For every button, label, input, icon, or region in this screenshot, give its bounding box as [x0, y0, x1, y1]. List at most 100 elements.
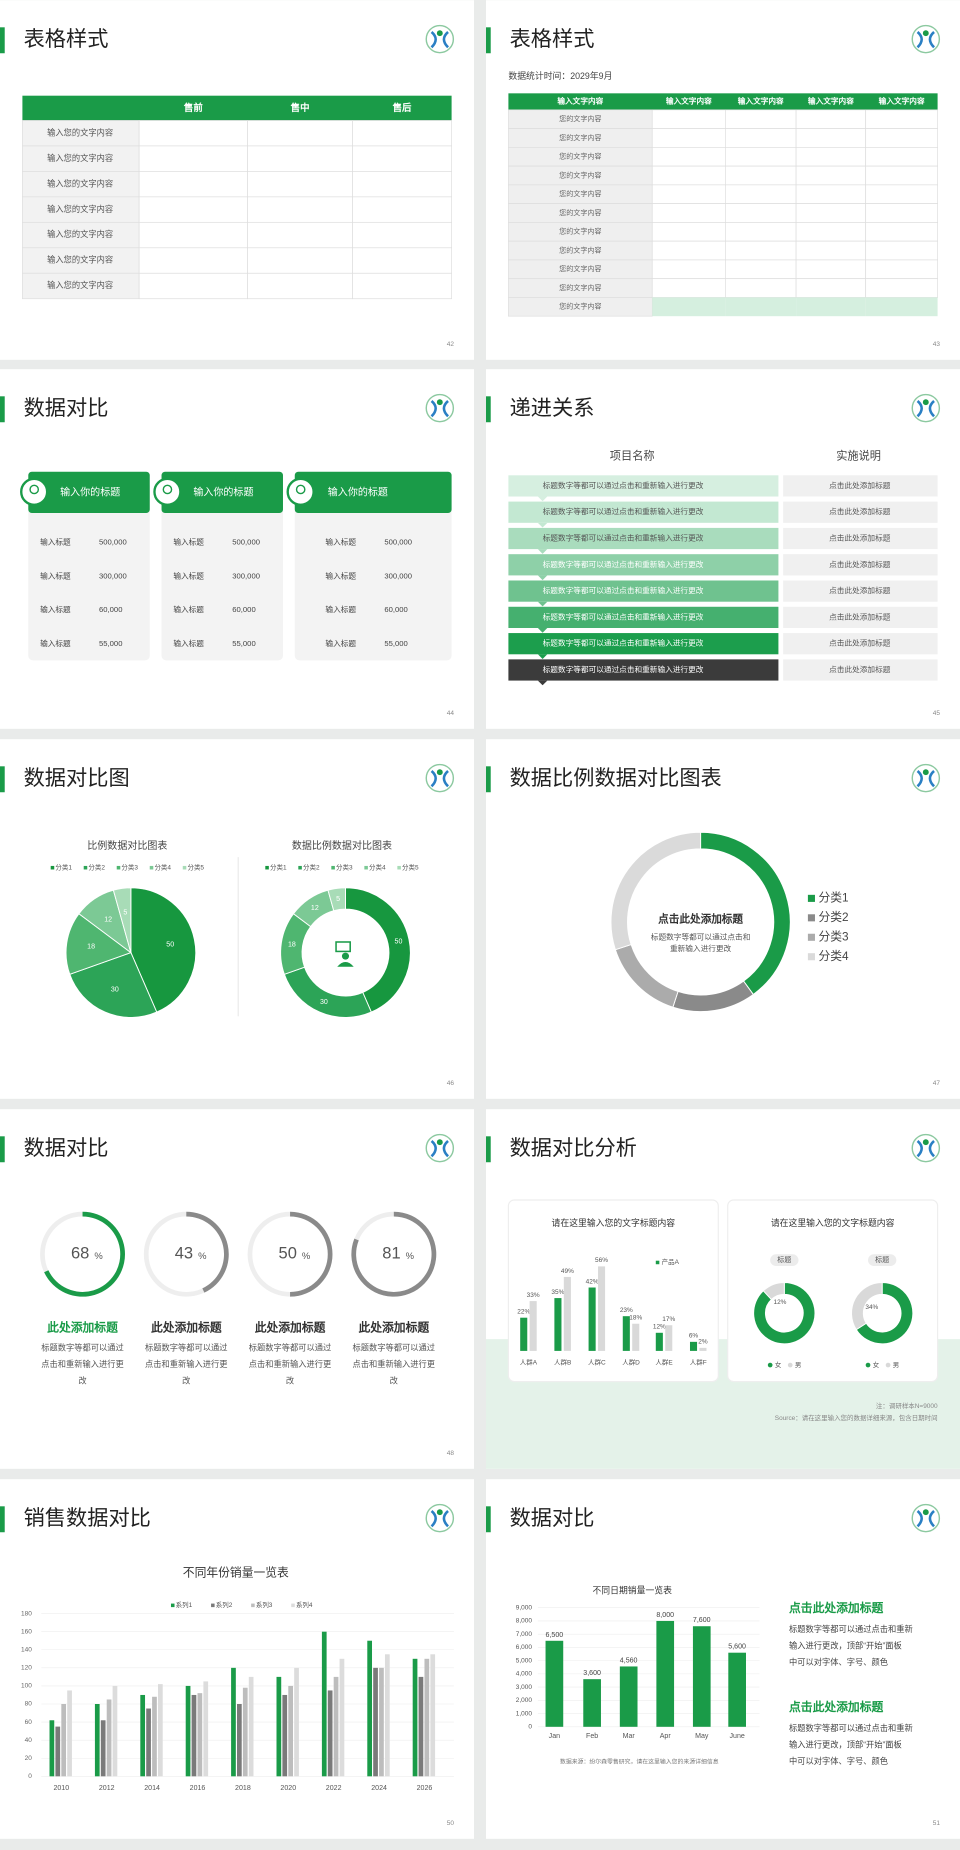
- logo-dot: [436, 1139, 443, 1146]
- column-header: 售中: [290, 102, 310, 113]
- page-number: 42: [447, 341, 455, 348]
- table-cell: [795, 222, 867, 242]
- bar: [728, 1652, 746, 1727]
- logo-dot: [922, 1509, 929, 1516]
- bar: [185, 1685, 191, 1777]
- row-label: 输入标题: [40, 570, 71, 580]
- slice-label: 30: [111, 986, 119, 993]
- logo: [425, 1133, 455, 1163]
- page-number: 48: [447, 1450, 455, 1457]
- title-accent: [0, 1506, 5, 1533]
- logo: [911, 1133, 941, 1163]
- source: 数据来源：纷尔森零售研究，请在这里输入您的来源详细信息: [560, 1758, 719, 1766]
- card-header: [28, 471, 150, 514]
- row-value: 60,000: [384, 605, 407, 614]
- gauge-unit: %: [302, 1250, 311, 1261]
- bar: [632, 1323, 640, 1351]
- table-cell: [652, 297, 726, 317]
- row-value: 500,000: [232, 538, 260, 547]
- note: 注：调研样本N=9000: [876, 1401, 938, 1410]
- slice-label: 50: [395, 938, 403, 945]
- slide-title: 数据对比: [24, 1136, 109, 1160]
- table-cell: [651, 240, 726, 261]
- step-bar: [508, 659, 779, 681]
- title-accent: [486, 27, 491, 54]
- legend-swatch: [807, 914, 815, 922]
- table-cell: [651, 109, 726, 129]
- column-header: 售后: [392, 102, 412, 113]
- value-label: 18%: [629, 1315, 642, 1322]
- row-label: 您的文字内容: [559, 189, 601, 198]
- chart-title: 请在这里输入您的文字标题内容: [552, 1217, 676, 1228]
- x-tick-label: 2016: [190, 1785, 206, 1792]
- value-label: 8,000: [656, 1612, 674, 1619]
- step-text: 标题数字等都可以通过点击和重新输入进行更改: [543, 559, 704, 569]
- gauge-heading: 此处添加标题: [47, 1321, 118, 1335]
- legend-label: 分类2: [819, 910, 849, 924]
- bar: [140, 1694, 146, 1777]
- pie-slice: [610, 831, 702, 951]
- bar: [655, 1332, 663, 1351]
- y-tick-label: 3,000: [516, 1684, 533, 1691]
- table-cell: [22, 171, 140, 198]
- bar: [248, 1676, 254, 1777]
- slide-title: 递进关系: [510, 396, 595, 420]
- table-cell: [865, 259, 938, 280]
- row-label: 您的文字内容: [559, 264, 601, 273]
- table-cell: [865, 184, 938, 204]
- bar: [554, 1298, 562, 1351]
- x-tick-label: Feb: [586, 1733, 598, 1740]
- value-label: 17%: [662, 1316, 675, 1323]
- row-label: 输入标题: [173, 638, 204, 648]
- bar: [384, 1654, 390, 1777]
- row-label: 输入标题: [40, 638, 71, 648]
- card-icon: [286, 477, 315, 506]
- step-notch: [537, 601, 548, 607]
- y-tick-label: 5,000: [516, 1657, 533, 1664]
- step-bar: [508, 475, 779, 497]
- legend-label: 系列3: [256, 1600, 273, 1609]
- step-bar: [508, 554, 779, 576]
- title-accent: [486, 1506, 491, 1533]
- note-text: 点击此处添加标题: [829, 559, 891, 569]
- table-cell: [247, 272, 353, 300]
- value-label: 7,600: [693, 1617, 711, 1624]
- text-line: 点击和重新输入进行更: [353, 1359, 435, 1369]
- bar: [282, 1694, 288, 1777]
- slide: 表格样式 42 售前 售中 售后输入您的文字内容输入您的文字内容输入您的文字内容输入您的…: [0, 0, 474, 360]
- logo-mark: [430, 31, 450, 49]
- x-tick-label: 人群F: [690, 1357, 707, 1366]
- text-line: 标题数字等都可以通过: [249, 1343, 332, 1353]
- y-tick-label: 20: [25, 1755, 33, 1762]
- point-text: 标题数字等都可以通过点击和重新输入进行更改，顶部“开始”面板中可以对字体、字号、…: [789, 1723, 913, 1766]
- table-cell: [138, 196, 248, 223]
- slice-label: 5: [336, 896, 340, 903]
- gauge-value: 81: [382, 1245, 400, 1263]
- row-label: 输入您的文字内容: [47, 280, 113, 290]
- value-label: 6,500: [546, 1632, 564, 1639]
- step-notch: [537, 549, 548, 554]
- legend-label: 产品A: [662, 1257, 680, 1266]
- bar: [424, 1658, 430, 1777]
- y-tick-label: 0: [28, 1773, 32, 1780]
- table-cell: [651, 165, 726, 186]
- step-text: 标题数字等都可以通过点击和重新输入进行更改: [543, 585, 704, 595]
- table-cell: [651, 128, 726, 148]
- logo: [911, 393, 941, 423]
- table-cell: [22, 247, 140, 274]
- table-cell: [352, 221, 452, 249]
- table-cell: [865, 165, 938, 186]
- step-bar: [508, 633, 779, 655]
- bar: [622, 1316, 630, 1351]
- value-label: 22%: [517, 1309, 530, 1316]
- x-tick-label: 2024: [371, 1785, 387, 1792]
- y-tick-label: 4,000: [516, 1671, 533, 1678]
- legend-label: 系列2: [216, 1600, 233, 1609]
- y-tick-label: 80: [25, 1701, 33, 1708]
- pie-slice: [855, 1282, 914, 1345]
- legend-swatch: [807, 953, 815, 961]
- bar: [294, 1667, 299, 1777]
- table-cell: [247, 221, 353, 249]
- gauge-text: 标题数字等都可以通过点击和重新输入进行更改: [145, 1343, 228, 1386]
